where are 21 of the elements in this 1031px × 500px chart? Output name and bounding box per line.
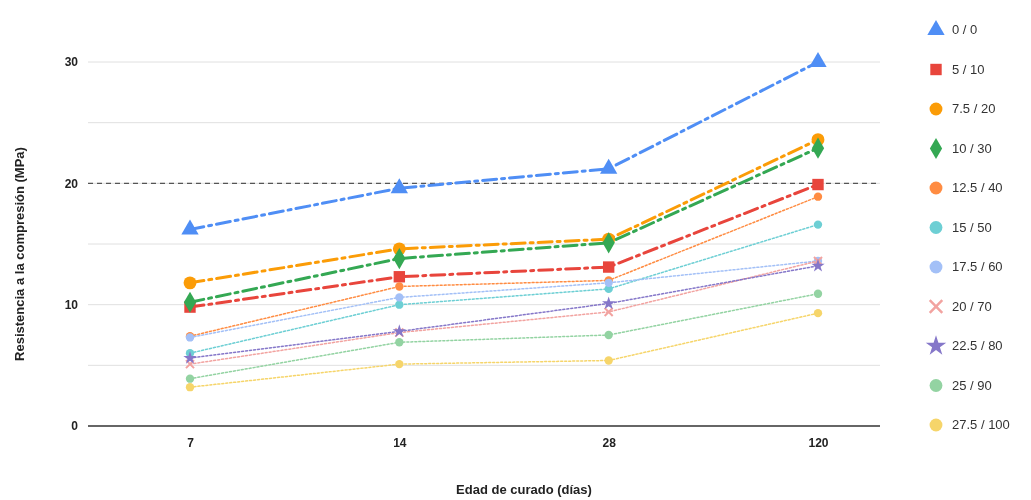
- legend-label: 25 / 90: [952, 377, 992, 393]
- legend-label: 10 / 30: [952, 140, 992, 156]
- y-tick-label: 10: [64, 298, 79, 313]
- legend-label: 27.5 / 100: [952, 417, 1010, 432]
- x-tick-label: 120: [808, 435, 829, 450]
- legend-label: 7.5 / 20: [952, 101, 996, 116]
- legend-label: 12.5 / 40: [952, 180, 1003, 195]
- legend-label: 20 / 70: [952, 298, 992, 314]
- legend-label: 5 / 10: [952, 61, 985, 77]
- legend-label: 22.5 / 80: [952, 338, 1003, 353]
- y-tick-label: 0: [71, 419, 79, 434]
- y-axis-title: Resistencia a la compresión (MPa): [12, 147, 27, 361]
- x-tick-label: 14: [393, 435, 407, 450]
- legend-label: 17.5 / 60: [952, 259, 1003, 274]
- legend-label: 0 / 0: [952, 22, 978, 37]
- x-tick-label: 7: [187, 435, 195, 450]
- x-tick-label: 28: [602, 435, 617, 450]
- y-tick-label: 20: [64, 176, 79, 191]
- x-axis-title: Edad de curado (días): [456, 482, 592, 497]
- y-tick-label: 30: [64, 55, 79, 70]
- legend-label: 15 / 50: [952, 219, 992, 235]
